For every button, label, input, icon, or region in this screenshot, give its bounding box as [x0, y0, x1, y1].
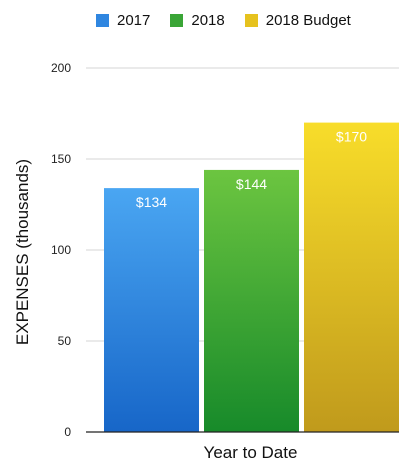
bar-3	[304, 122, 399, 432]
bar-value-labels: $134 $144 $170	[136, 129, 367, 211]
legend-swatch	[96, 14, 109, 27]
legend-item-3: 2018 Budget	[244, 12, 351, 29]
legend-item-1: 2017	[96, 12, 150, 29]
legend-item-2: 2018	[170, 12, 225, 29]
y-tick-label: 50	[58, 334, 72, 348]
bar-value-label: $134	[136, 194, 167, 210]
y-tick-label: 150	[51, 152, 71, 166]
legend-label: 2017	[117, 12, 151, 29]
y-tick-label: 0	[64, 425, 71, 439]
y-axis-label: EXPENSES (thousands)	[13, 159, 32, 345]
y-tick-label: 200	[51, 61, 71, 75]
bar-value-label: $170	[336, 129, 367, 145]
y-tick-label: 100	[51, 243, 71, 257]
legend-swatch	[170, 14, 184, 27]
y-tick-labels: 0 50 100 150 200	[51, 61, 71, 439]
bar-value-label: $144	[236, 176, 267, 192]
legend-swatch	[244, 14, 258, 27]
legend-label: 2018	[191, 12, 225, 29]
bars	[104, 122, 399, 433]
bar-1	[104, 188, 199, 432]
legend-label: 2018 Budget	[265, 12, 351, 29]
bar-2	[204, 169, 299, 433]
x-axis-label: Year to Date	[204, 443, 298, 462]
legend: 2017 2018 2018 Budget	[96, 12, 351, 29]
